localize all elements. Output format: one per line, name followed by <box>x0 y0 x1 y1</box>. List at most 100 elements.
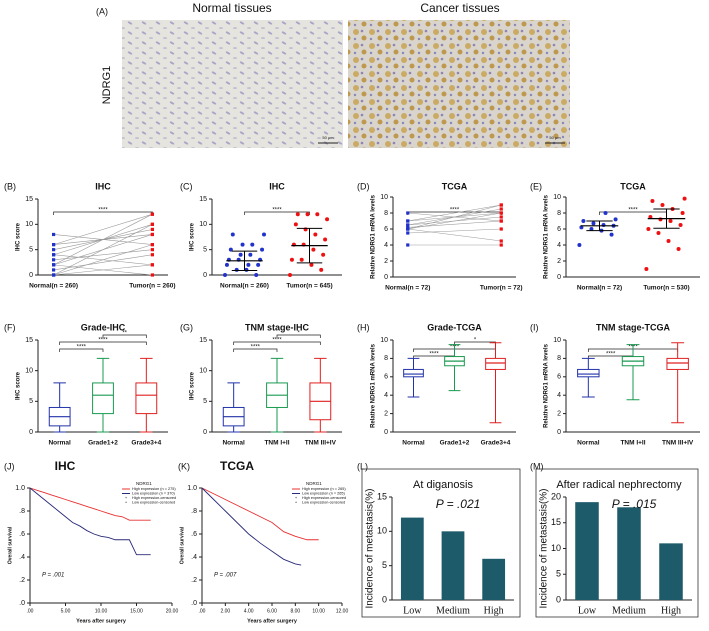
dot <box>240 242 245 247</box>
dot <box>150 273 154 277</box>
y-tick-label: .0 <box>19 600 25 607</box>
x-tick-label: TNM III+IV <box>662 440 694 447</box>
annotation: P = .021 <box>436 497 481 511</box>
dot <box>406 223 410 227</box>
y-tick-label: 2 <box>557 410 561 417</box>
dot <box>499 211 503 215</box>
chart-title: Grade-IHC <box>81 322 126 332</box>
y-tick-label: 8 <box>557 355 561 362</box>
significance-label: * <box>474 338 477 344</box>
significance-label: * <box>297 331 300 337</box>
dot <box>323 237 328 242</box>
dot <box>319 267 324 272</box>
dot <box>406 243 410 247</box>
y-tick-label: 6 <box>384 374 388 381</box>
x-tick-label: .00 <box>27 608 34 614</box>
panel-label: (G) <box>180 322 193 332</box>
dot <box>609 232 614 237</box>
significance-label: **** <box>251 345 261 351</box>
y-tick-label: 10 <box>553 194 561 201</box>
whisker <box>96 357 110 383</box>
panel-label: (E) <box>530 181 542 191</box>
x-tick-label: Normal <box>577 440 600 447</box>
significance-label: **** <box>628 208 638 214</box>
chart-title: At diganosis <box>413 479 473 491</box>
bar <box>617 507 641 600</box>
y-tick-label: 0 <box>382 594 387 604</box>
significance-label: **** <box>272 208 282 214</box>
significance-label: **** <box>429 352 439 358</box>
y-tick-label: 10 <box>199 368 207 375</box>
dot <box>682 196 687 201</box>
legend-label: Low expression (n = 265) <box>302 492 345 496</box>
y-tick-label: 15 <box>25 196 33 203</box>
whisker <box>314 357 327 383</box>
significance-label: ** <box>122 331 127 337</box>
box <box>403 368 424 378</box>
panel-label: (H) <box>357 322 370 332</box>
chart-title: IHC <box>55 459 76 473</box>
y-tick-label: 4 <box>557 392 561 399</box>
dot <box>224 262 229 267</box>
dot <box>295 212 300 217</box>
annotation: P = .007 <box>214 573 237 579</box>
y-tick-label: 6 <box>384 226 388 233</box>
y-tick-label: 10 <box>377 526 387 536</box>
dot <box>288 273 292 277</box>
legend-label: Low expression (n = 370) <box>132 492 175 496</box>
y-tick-label: 0 <box>29 272 33 279</box>
dot <box>238 252 243 257</box>
x-tick-label: Medium <box>436 605 470 616</box>
scale-label: 50 μm <box>549 135 561 140</box>
whisker <box>489 342 502 359</box>
y-tick-label: 1.0 <box>15 485 25 492</box>
dot <box>150 232 154 237</box>
dot <box>613 217 618 222</box>
dot <box>321 252 326 257</box>
y-axis-label: Relative NDRG1 mRNA levels <box>371 194 377 278</box>
y-axis-label: Overall survival <box>7 526 13 564</box>
dot <box>656 231 661 235</box>
whisker <box>314 419 327 433</box>
chart-title: IHC <box>269 181 285 191</box>
significance-label: **** <box>606 352 616 358</box>
x-tick-label: .00 <box>199 608 206 614</box>
significance-bracket <box>244 211 310 215</box>
x-tick-label: 12.00 <box>336 608 349 614</box>
dot <box>52 258 56 262</box>
dot <box>406 219 410 223</box>
x-tick-label: Tumor(n = 530) <box>643 285 689 292</box>
x-tick-label: Normal <box>222 440 245 447</box>
y-tick-label: 5 <box>556 569 561 579</box>
dot <box>499 219 503 223</box>
box <box>92 382 114 415</box>
chart-title: TNM stage-IHC <box>245 322 310 332</box>
dot <box>680 211 685 215</box>
panel-label: (F) <box>4 322 16 332</box>
dot <box>248 252 253 257</box>
dot <box>228 247 233 252</box>
x-tick-label: Normal(n = 72) <box>577 285 622 292</box>
whisker <box>270 357 284 383</box>
x-tick-label: 8.00 <box>290 608 300 614</box>
dot <box>591 221 596 226</box>
y-axis-label: Overall survival <box>179 526 185 564</box>
dot <box>499 227 503 231</box>
marker-label: NDRG1 <box>101 66 113 105</box>
panel-label: (A) <box>96 6 108 16</box>
bar <box>575 502 599 600</box>
whisker <box>96 413 110 433</box>
dot <box>406 225 410 229</box>
survival-line <box>29 487 151 556</box>
dot <box>499 215 503 219</box>
dot <box>223 273 227 277</box>
chart-title: TCGA <box>442 181 468 191</box>
x-tick-label: Grade3+4 <box>481 440 511 447</box>
y-tick-label: 15 <box>199 337 207 344</box>
whisker <box>448 365 461 392</box>
x-axis-label: Years after surgery <box>247 618 298 624</box>
dot <box>244 267 249 272</box>
pair-line <box>407 204 502 222</box>
dot <box>52 253 56 257</box>
x-tick-label: 20.00 <box>166 608 179 614</box>
